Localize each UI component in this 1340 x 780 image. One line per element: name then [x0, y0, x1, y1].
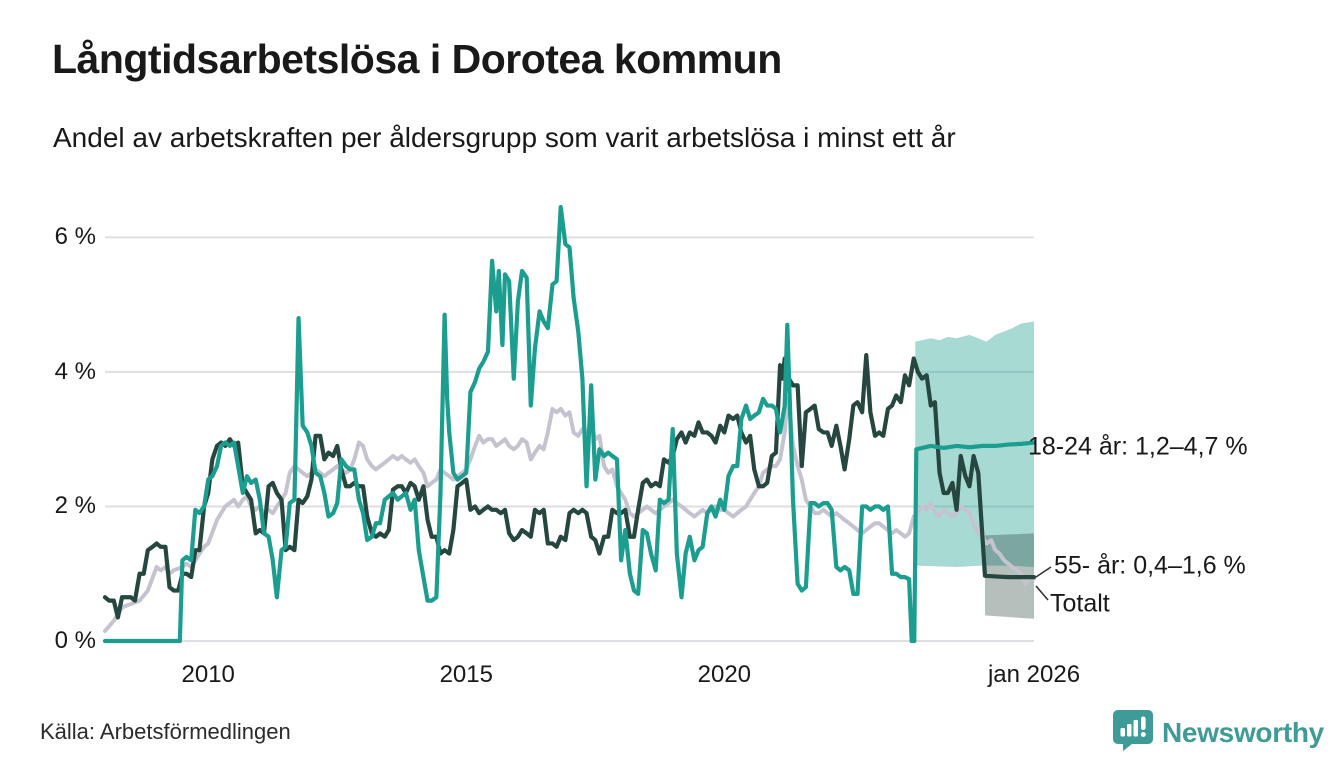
- forecast-band: [915, 321, 1034, 567]
- annotation-leader: [1035, 566, 1052, 578]
- series-line-18-24år: [102, 204, 1037, 644]
- annotation-leader: [1035, 585, 1049, 601]
- x-tick-label: 2010: [181, 661, 235, 688]
- page-title: Långtidsarbetslösa i Dorotea kommun: [52, 36, 782, 82]
- newsworthy-logo-icon: [1113, 709, 1153, 756]
- annotation-55: 55- år: 0,4–1,6 %: [1054, 551, 1246, 580]
- y-tick-label: 0 %: [54, 627, 96, 654]
- x-tick-label: 2015: [439, 661, 493, 688]
- annotation-18-24: 18-24 år: 1,2–4,7 %: [1028, 432, 1248, 461]
- x-tick-label: 2020: [697, 661, 752, 688]
- newsworthy-wordmark: Newsworthy: [1162, 716, 1324, 748]
- newsworthy-logo: Newsworthy: [1113, 709, 1324, 756]
- annotation-totalt: Totalt: [1050, 589, 1110, 618]
- y-tick-label: 2 %: [54, 492, 96, 520]
- y-tick-label: 4 %: [54, 357, 96, 385]
- y-tick-label: 6 %: [54, 223, 96, 251]
- source-note: Källa: Arbetsförmedlingen: [40, 719, 291, 744]
- chart-subtitle: Andel av arbetskraften per åldersgrupp s…: [53, 122, 956, 153]
- x-tick-label: jan 2026: [987, 661, 1081, 688]
- series-line-55-år: [102, 352, 1037, 620]
